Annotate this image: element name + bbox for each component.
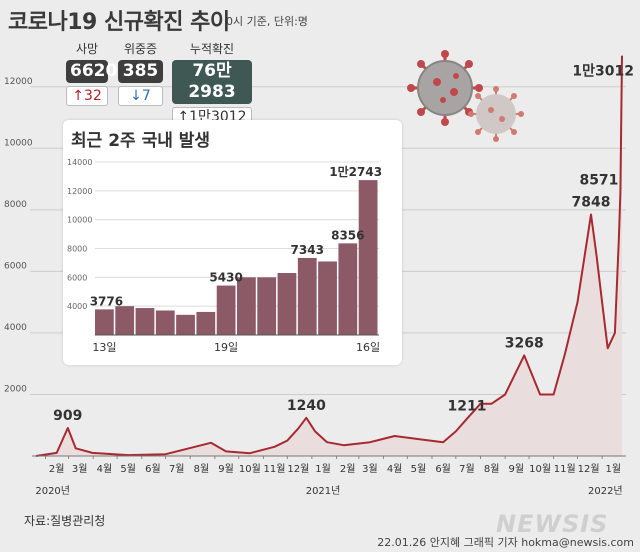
chart-subtitle: 0시 기준, 단위:명 [226,15,308,28]
bar-data-label: 7343 [291,243,324,257]
x-tick-label: 7월 [169,463,185,475]
bar [257,277,277,335]
bar-data-label: 3776 [90,294,123,308]
bar [135,308,155,335]
source-note: 자료:질병관리청 [24,514,106,528]
virus-icon-small [468,86,524,142]
stat-critical: 위중증 385 ↓7 [118,40,163,106]
x-tick-label: 12월 [578,463,600,475]
x-tick-label: 11월 [554,463,576,475]
bar-y-tick-label: 14000 [67,158,92,167]
x-tick-label: 7월 [459,463,475,475]
newsis-logo: NEWSIS [496,510,609,538]
x-tick-label: 5월 [120,463,136,475]
bar-x-tick-label: 16일 [356,340,380,354]
chart-title: 코로나19 신규확진 추이 [8,10,230,35]
bar [196,311,216,335]
bar [358,180,378,335]
bar-y-tick-label: 12000 [67,187,92,196]
recent-bar-chart: 4000 6000 8000 10000 12000 14000 13일 19일 16일 3776… [67,158,382,354]
panel-title: 최근 2주 국내 발생 [71,131,211,151]
y-tick-label: 2000 [4,384,27,394]
virus-icon-large [407,50,483,126]
y-tick-label: 10000 [4,138,33,148]
y-tick-label: 12000 [4,77,33,87]
bar [176,314,195,335]
x-tick-label: 1월 [605,463,621,475]
stat-critical-delta: ↓7 [118,86,163,106]
bar [155,310,175,335]
bar [277,273,297,335]
bar-y-tick-label: 4000 [67,302,87,311]
y-tick-label: 6000 [4,261,27,271]
bar-y-tick-label: 8000 [67,245,87,254]
bar-data-label: 8356 [331,228,364,242]
x-tick-label: 4월 [387,463,403,475]
bar-data-label: 5430 [209,271,242,285]
year-label: 2021년 [306,485,341,497]
bar [95,309,114,335]
data-label: 1240 [287,398,326,414]
x-tick-label: 5월 [411,463,427,475]
x-tick-label: 8월 [484,463,500,475]
x-tick-label: 9월 [508,463,524,475]
bar [297,257,317,335]
stat-deaths-delta: ↑32 [66,86,108,106]
y-tick-label: 8000 [4,200,27,210]
stat-deaths-value: 6620 [66,60,117,83]
x-tick-label: 6월 [145,463,161,475]
x-tick-label: 1월 [315,463,331,475]
stat-deaths: 사망 6620 ↑32 [66,40,117,106]
x-tick-label: 10월 [529,463,551,475]
data-label: 7848 [572,195,611,211]
recent-two-weeks-panel: 최근 2주 국내 발생 4000 6000 8000 10000 12000 14000 1… [63,120,402,365]
x-tick-label: 9월 [218,463,234,475]
x-tick-label: 2월 [340,463,356,475]
stat-critical-value: 385 [118,60,163,83]
year-label: 2022년 [588,485,623,497]
x-tick-label: 3월 [362,463,378,475]
bar-x-tick-label: 13일 [92,340,116,354]
data-label: 3268 [505,335,544,351]
graphic-credit: 22.01.26 안지혜 그래픽 기자 hokma@newsis.com [377,536,634,549]
series-area [35,55,623,456]
stat-deaths-label: 사망 [75,42,99,56]
bar-y-tick-label: 6000 [67,273,87,282]
x-tick-label: 10월 [239,463,261,475]
bar-y-tick-label: 10000 [67,216,92,225]
x-tick-label: 8월 [194,463,210,475]
stat-cumulative-label: 누적확진 [189,42,235,56]
bar [338,243,358,335]
y-tick-label: 4000 [4,323,27,333]
x-tick-label: 12월 [287,463,309,475]
data-label: 1211 [447,399,486,415]
stat-cumulative-value: 76만2983 [172,60,252,104]
bar [115,306,135,335]
bar [318,261,337,335]
year-label: 2020년 [35,485,70,497]
data-label: 909 [53,408,82,424]
stat-cumulative: 누적확진 76만2983 ↑1만3012 [172,40,252,127]
bar [237,277,256,335]
x-tick-label: 3월 [72,463,88,475]
data-label: 8571 [579,172,618,188]
x-tick-label: 4월 [97,463,113,475]
x-tick-label: 11월 [264,463,286,475]
x-tick-label: 2월 [49,463,65,475]
series-line [35,55,623,457]
bar-x-tick-label: 19일 [214,340,238,354]
bar-data-label: 1만2743 [329,164,382,179]
x-tick-label: 6월 [435,463,451,475]
stat-critical-label: 위중증 [123,42,158,56]
bar [216,285,236,335]
data-label: 1만3012 [572,64,634,80]
